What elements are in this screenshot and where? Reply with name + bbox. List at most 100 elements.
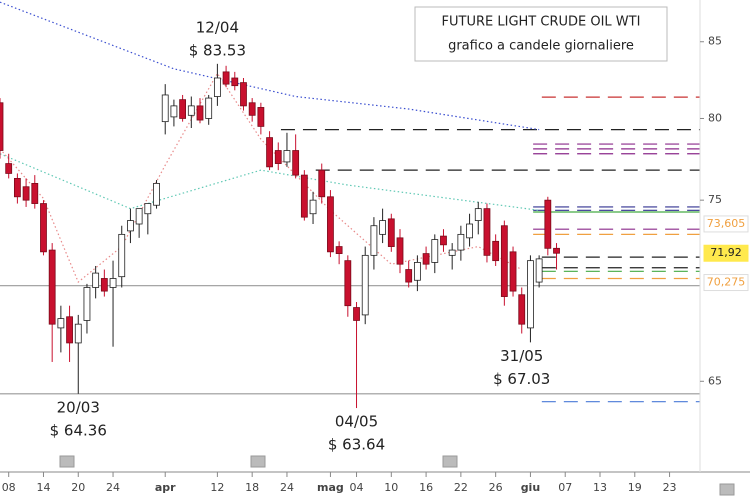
price-label-box — [703, 274, 749, 292]
moving-average — [0, 1, 540, 131]
chart-title: FUTURE LIGHT CRUDE OIL WTI — [442, 15, 641, 30]
y-tick-label: 65 — [708, 374, 722, 387]
candle-body — [466, 223, 473, 239]
candle-body — [353, 307, 360, 321]
event-icon — [250, 455, 266, 468]
event-icon — [442, 455, 458, 468]
candle-body — [266, 137, 273, 168]
candle-body — [74, 323, 82, 344]
x-tick-label: 19 — [628, 481, 642, 494]
candle-body — [83, 287, 91, 321]
x-tick-label: mag — [317, 481, 344, 494]
candle-body — [144, 203, 152, 215]
candle-body — [422, 253, 430, 265]
candle-body — [109, 278, 117, 288]
candle-body — [309, 199, 317, 215]
candle-body — [361, 254, 369, 316]
candle-body — [31, 182, 39, 204]
candle-body — [196, 105, 204, 121]
candle-body — [118, 233, 126, 278]
candle-body — [544, 199, 552, 249]
candle-body — [318, 169, 326, 198]
candle-body — [448, 249, 456, 256]
candle-body — [535, 258, 543, 283]
candle-body — [179, 99, 187, 119]
candle-body — [370, 225, 378, 256]
candle-body — [283, 150, 291, 163]
candle-body — [492, 240, 500, 262]
event-icons — [59, 455, 735, 496]
event-icon — [59, 455, 75, 468]
price-label: 70,275 — [707, 276, 746, 289]
candle-body — [396, 237, 404, 265]
annotation-date: 12/04 — [196, 18, 239, 36]
annotation-price: $ 63.64 — [328, 436, 385, 454]
candle-body — [0, 102, 4, 151]
candle-body — [92, 272, 100, 288]
candle-body — [518, 294, 526, 325]
x-tick-label: 20 — [71, 481, 85, 494]
candle-body — [440, 235, 447, 246]
candle-body — [457, 233, 465, 251]
candle-body — [553, 247, 560, 254]
title-box — [414, 6, 668, 62]
x-tick-label: giu — [521, 481, 540, 494]
candle-body — [300, 174, 308, 218]
x-tick-label: 10 — [384, 481, 398, 494]
candle-body — [127, 220, 134, 232]
candle-body — [474, 208, 482, 221]
candle-body — [483, 208, 491, 256]
candle-body — [240, 82, 247, 107]
candle-body — [135, 208, 143, 225]
candle-body — [387, 218, 395, 247]
candle-body — [22, 186, 30, 201]
candle-body — [292, 150, 300, 176]
candle-body — [327, 196, 334, 253]
x-tick-label: 12 — [210, 481, 224, 494]
candle-body — [509, 251, 517, 292]
candle-body — [248, 102, 256, 116]
plot-area — [0, 1, 700, 409]
price-label-box — [703, 215, 749, 233]
candle-body — [100, 278, 108, 292]
x-tick-label: 08 — [2, 481, 16, 494]
chart-subtitle: grafico a candele giornaliere — [448, 39, 634, 54]
candle-body — [274, 150, 282, 164]
price-label: 73,605 — [707, 217, 746, 230]
annotation-date: 31/05 — [500, 347, 543, 365]
y-tick-label: 80 — [708, 111, 722, 124]
x-tick-label: 24 — [106, 481, 120, 494]
candle-body — [379, 220, 387, 235]
x-tick-label: 07 — [558, 481, 572, 494]
x-tick-label: apr — [155, 481, 176, 494]
candle-body — [153, 182, 160, 206]
x-tick-label: 26 — [489, 481, 503, 494]
candle-body — [231, 77, 239, 87]
candle-body — [405, 269, 413, 283]
candle-body — [335, 246, 343, 254]
candle-body — [48, 249, 56, 325]
x-tick-label: 23 — [663, 481, 677, 494]
candle-body — [431, 239, 439, 263]
candle-body — [187, 105, 195, 116]
candle-body — [170, 105, 178, 118]
annotation-price: $ 67.03 — [493, 370, 550, 388]
candle-body — [5, 163, 13, 174]
candle-body — [40, 203, 47, 253]
price-label: 71,92 — [710, 246, 742, 259]
x-tick-label: 24 — [280, 481, 294, 494]
annotation-date: 20/03 — [57, 398, 100, 416]
y-tick-label: 75 — [708, 193, 722, 206]
x-tick-label: 22 — [454, 481, 468, 494]
x-tick-label: 04 — [350, 481, 364, 494]
candle-body — [413, 262, 421, 281]
annotation-price: $ 64.36 — [50, 421, 107, 439]
candle-body — [527, 260, 534, 329]
event-icon — [719, 483, 735, 496]
price-label-box — [703, 244, 749, 262]
x-tick-label: 13 — [593, 481, 607, 494]
candle-body — [344, 260, 352, 307]
candle-body — [161, 94, 169, 123]
candle-body — [205, 97, 213, 119]
